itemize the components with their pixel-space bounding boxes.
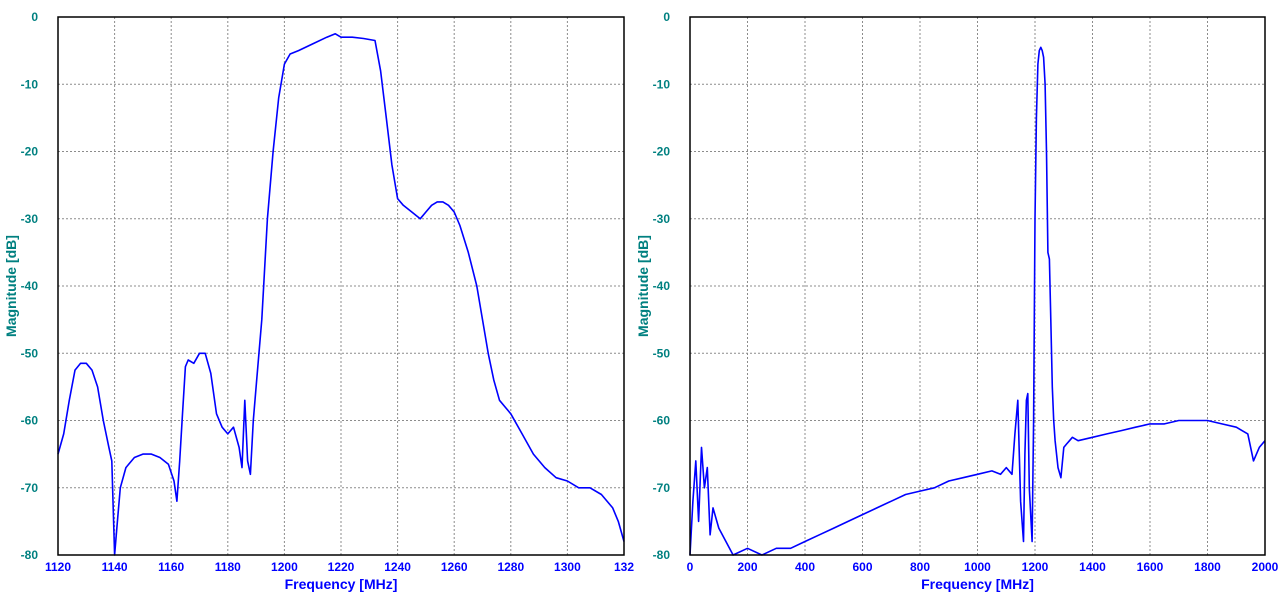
y-tick-label: -80 <box>21 548 39 562</box>
y-axis-label: Magnitude [dB] <box>635 235 651 337</box>
y-tick-label: -30 <box>653 212 671 226</box>
x-tick-label: 600 <box>852 560 872 574</box>
series-line <box>57 32 625 556</box>
y-axis-label: Magnitude [dB] <box>3 235 19 337</box>
y-tick-label: -40 <box>653 279 671 293</box>
x-tick-label: 1000 <box>964 560 991 574</box>
y-tick-label: -50 <box>653 346 671 360</box>
x-tick-label: 1300 <box>554 560 581 574</box>
y-tick-label: -50 <box>21 346 39 360</box>
plot-frame <box>689 16 1266 556</box>
y-tick-label: -70 <box>653 481 671 495</box>
y-tick-label: -30 <box>21 212 39 226</box>
x-tick-label: 800 <box>910 560 930 574</box>
series-line <box>689 46 1266 556</box>
x-tick-label: 1200 <box>1022 560 1049 574</box>
x-tick-label: 1800 <box>1194 560 1221 574</box>
x-tick-label: 1240 <box>384 560 411 574</box>
x-tick-label: 1220 <box>328 560 355 574</box>
x-tick-label: 1600 <box>1137 560 1164 574</box>
y-tick-label: -10 <box>21 77 39 91</box>
plot-frame <box>57 16 625 556</box>
x-tick-label: 1400 <box>1079 560 1106 574</box>
y-tick-label: 0 <box>31 10 38 24</box>
y-tick-label: -20 <box>653 145 671 159</box>
x-axis-label: Frequency [MHz] <box>921 576 1034 592</box>
y-tick-label: -70 <box>21 481 39 495</box>
x-tick-label: 1180 <box>215 560 241 574</box>
x-tick-label: 2000 <box>1252 560 1279 574</box>
right-chart-wideband: 0 200 400 600 800 1000 1200 1400 1600 1800 2000 0 -1… <box>635 10 1279 592</box>
x-tick-label: 1160 <box>158 560 184 574</box>
x-tick-label: 1200 <box>271 560 298 574</box>
x-tick-label: 200 <box>737 560 757 574</box>
x-tick-label: 1280 <box>497 560 524 574</box>
y-tick-label: 0 <box>663 10 670 24</box>
x-tick-label: 1260 <box>441 560 468 574</box>
x-tick-label: 1120 <box>45 560 71 574</box>
x-tick-label: 0 <box>687 560 694 574</box>
x-tick-label: 1140 <box>102 560 128 574</box>
x-tick-label: 132 <box>614 560 634 574</box>
y-tick-label: -40 <box>21 279 39 293</box>
y-tick-label: -60 <box>21 414 39 428</box>
y-tick-label: -10 <box>653 77 671 91</box>
left-chart-narrowband: 1120 1140 1160 1180 1200 1220 1240 1260 1280 1300… <box>3 10 634 592</box>
x-tick-label: 400 <box>795 560 815 574</box>
y-tick-label: -60 <box>653 414 671 428</box>
y-tick-label: -80 <box>653 548 671 562</box>
x-axis-label: Frequency [MHz] <box>285 576 398 592</box>
y-tick-label: -20 <box>21 145 39 159</box>
